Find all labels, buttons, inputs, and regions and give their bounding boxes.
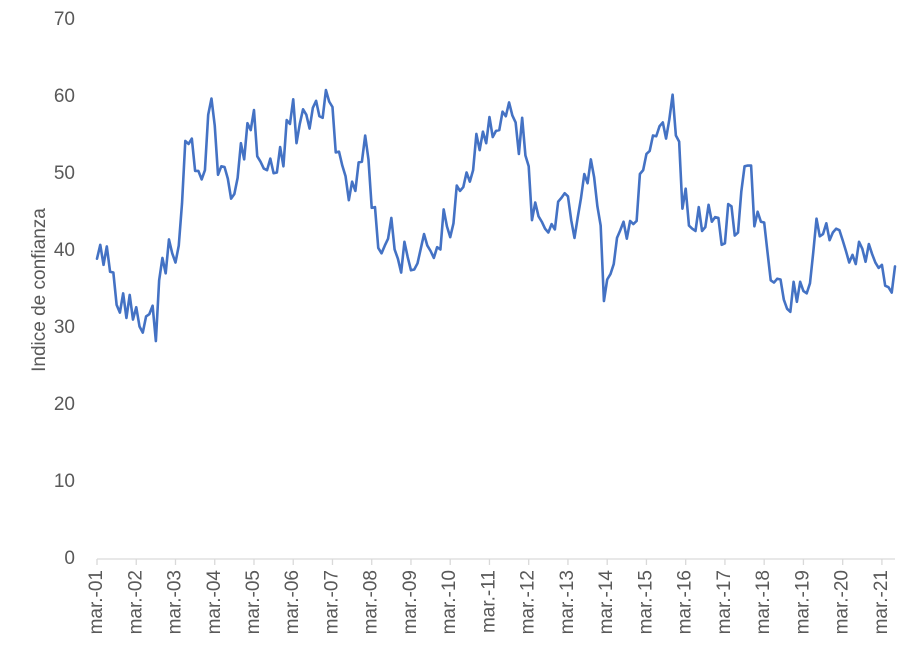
- x-tick-label: mar.-21: [871, 570, 892, 634]
- y-tick-label: 70: [54, 9, 75, 30]
- x-tick-label: mar.-10: [439, 570, 460, 634]
- x-axis-tick-marks: [96, 559, 883, 565]
- y-tick-label: 20: [54, 394, 75, 415]
- y-tick-label: 40: [54, 240, 75, 261]
- x-tick-label: mar.-04: [204, 570, 225, 635]
- y-tick-label: 50: [54, 163, 75, 184]
- y-tick-label: 10: [54, 471, 75, 492]
- x-tick-label: mar.-07: [321, 570, 342, 634]
- series-line: [95, 88, 897, 343]
- x-tick-label: mar.-12: [518, 570, 539, 634]
- x-tick-label: mar.-02: [125, 570, 146, 634]
- x-tick-label: mar.-18: [753, 570, 774, 634]
- x-tick-label: mar.-15: [635, 570, 656, 634]
- x-tick-label: mar.-17: [714, 570, 735, 634]
- y-tick-label: 0: [64, 548, 75, 569]
- x-tick-label: mar.-09: [400, 570, 421, 634]
- x-tick-label: mar.-13: [557, 570, 578, 634]
- x-axis-tick-labels: mar.-01 mar.-02 mar.-03 mar.-04 mar.-05 mar.-…: [86, 570, 892, 635]
- y-axis-title: Indice de confianza: [29, 208, 50, 372]
- y-axis-tick-labels: 0 10 20 30 40 50 60 70: [54, 9, 75, 569]
- x-tick-label: mar.-16: [675, 570, 696, 634]
- x-tick-label: mar.-03: [165, 570, 186, 634]
- x-tick-label: mar.-06: [282, 570, 303, 634]
- x-tick-label: mar.-19: [792, 570, 813, 634]
- y-tick-label: 60: [54, 86, 75, 107]
- x-tick-label: mar.-20: [832, 570, 853, 634]
- x-tick-label: mar.-08: [361, 570, 382, 634]
- x-tick-label: mar.-05: [243, 570, 264, 634]
- x-tick-label: mar.-14: [596, 570, 617, 635]
- x-tick-label: mar.-11: [478, 570, 499, 633]
- x-tick-label: mar.-01: [86, 570, 107, 634]
- y-tick-label: 30: [54, 317, 75, 338]
